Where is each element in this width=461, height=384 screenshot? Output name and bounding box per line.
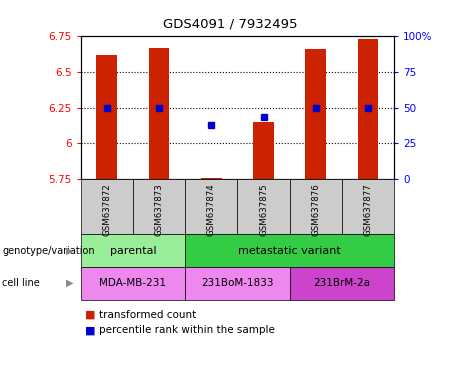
Bar <box>358 39 378 179</box>
Text: 231BoM-1833: 231BoM-1833 <box>201 278 274 288</box>
Text: GSM637877: GSM637877 <box>364 183 372 236</box>
Text: genotype/variation: genotype/variation <box>2 245 95 256</box>
Text: GSM637876: GSM637876 <box>311 183 320 236</box>
Bar <box>96 55 117 179</box>
Text: MDA-MB-231: MDA-MB-231 <box>100 278 166 288</box>
Text: ▶: ▶ <box>66 245 74 256</box>
Text: metastatic variant: metastatic variant <box>238 245 341 256</box>
Text: 231BrM-2a: 231BrM-2a <box>313 278 370 288</box>
Text: ■: ■ <box>85 310 96 320</box>
Text: ■: ■ <box>85 325 96 335</box>
Bar <box>253 122 274 179</box>
Bar <box>201 177 222 179</box>
Text: GSM637872: GSM637872 <box>102 183 111 236</box>
Text: cell line: cell line <box>2 278 40 288</box>
Bar <box>305 49 326 179</box>
Text: GSM637875: GSM637875 <box>259 183 268 236</box>
Text: transformed count: transformed count <box>99 310 196 320</box>
Text: ▶: ▶ <box>66 278 74 288</box>
Text: percentile rank within the sample: percentile rank within the sample <box>99 325 275 335</box>
Text: GSM637873: GSM637873 <box>154 183 164 236</box>
Bar <box>148 48 170 179</box>
Text: GDS4091 / 7932495: GDS4091 / 7932495 <box>163 17 298 30</box>
Text: GSM637874: GSM637874 <box>207 183 216 236</box>
Text: parental: parental <box>110 245 156 256</box>
